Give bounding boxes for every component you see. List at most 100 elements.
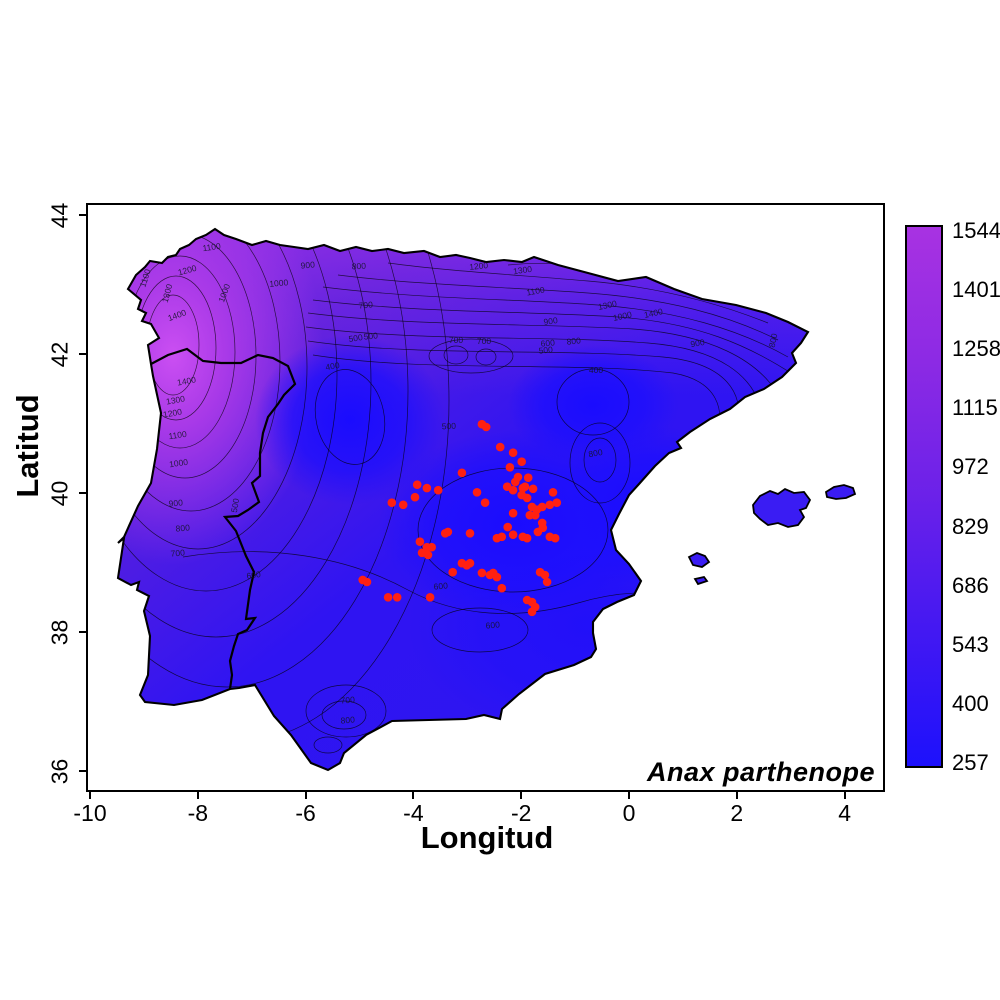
occurrence-point bbox=[508, 485, 518, 495]
occurrence-point bbox=[412, 480, 422, 490]
color-scale-tick-label: 257 bbox=[952, 750, 989, 775]
occurrence-point bbox=[465, 558, 475, 568]
contour-level-label: 1000 bbox=[169, 457, 189, 470]
contour-labels: 1100 1200 1100 1300 1400 1000 1000 900 800 700 500… bbox=[138, 241, 780, 726]
contour-level-label: 700 bbox=[340, 694, 355, 705]
contour-level-label: 500 bbox=[441, 421, 456, 432]
occurrence-point bbox=[522, 493, 532, 503]
occurrence-point bbox=[545, 500, 555, 510]
occurrence-point bbox=[443, 527, 453, 537]
occurrence-point bbox=[392, 593, 402, 602]
contour-level-label: 500 bbox=[348, 332, 364, 344]
contour-level-label: 500 bbox=[229, 497, 241, 513]
occurrence-point bbox=[537, 502, 547, 512]
x-tick-mark bbox=[520, 791, 523, 799]
occurrence-point bbox=[540, 570, 550, 580]
occurrence-point bbox=[508, 448, 518, 457]
occurrence-point bbox=[552, 498, 562, 508]
contour-level-label: 900 bbox=[300, 259, 315, 270]
occurrence-point bbox=[383, 593, 393, 602]
occurrence-point bbox=[422, 483, 432, 493]
occurrence-point bbox=[398, 500, 408, 510]
occurrence-point bbox=[550, 533, 560, 543]
x-tick-mark bbox=[412, 791, 415, 799]
contour-level-label: 900 bbox=[168, 497, 183, 508]
contour-level-label: 1300 bbox=[160, 283, 175, 304]
y-tick-label: 36 bbox=[46, 758, 73, 785]
contour-level-label: 900 bbox=[690, 337, 706, 349]
occurrence-point bbox=[415, 537, 425, 546]
contour-level-label: 1200 bbox=[162, 406, 183, 419]
contour-level-label: 600 bbox=[540, 337, 555, 348]
contour-level-label: 1400 bbox=[176, 374, 197, 387]
contour-level-label: 1300 bbox=[597, 298, 618, 312]
occurrence-point bbox=[457, 468, 467, 478]
y-tick-label: 38 bbox=[46, 619, 73, 646]
occurrence-point bbox=[523, 473, 533, 483]
y-axis-title: Latitud bbox=[10, 394, 45, 498]
occurrence-point bbox=[427, 542, 437, 552]
species-annotation: Anax parthenope bbox=[646, 757, 875, 787]
occurrence-point bbox=[423, 550, 433, 560]
occurrence-point bbox=[497, 532, 507, 542]
x-tick-label: -4 bbox=[403, 800, 424, 826]
contour-level-label: 800 bbox=[767, 332, 780, 348]
contour-level-label: 600 bbox=[246, 569, 262, 581]
contour-level-label: 400 bbox=[325, 360, 341, 372]
x-tick-label: -8 bbox=[187, 800, 209, 826]
color-scale-tick-label: 1115 bbox=[952, 395, 998, 421]
color-scale-tick-label: 686 bbox=[952, 572, 989, 598]
x-tick-mark bbox=[735, 791, 738, 799]
occurrence-point bbox=[448, 567, 458, 577]
contour-level-label: 1100 bbox=[168, 429, 188, 441]
y-tick-label: 40 bbox=[46, 480, 73, 507]
occurrence-point bbox=[533, 527, 543, 537]
contour-level-label: 1300 bbox=[513, 264, 533, 277]
color-scale-tick-label: 1258 bbox=[952, 336, 1000, 362]
occurrence-point bbox=[497, 583, 507, 593]
occurrence-point bbox=[492, 572, 502, 582]
color-scale-tick-label: 1401 bbox=[952, 277, 1000, 303]
occurrence-point bbox=[425, 593, 435, 602]
coastline-path bbox=[116, 227, 810, 772]
occurrence-point bbox=[505, 463, 515, 472]
contour-level-label: 500 bbox=[538, 344, 553, 355]
contour-level-label: 600 bbox=[433, 580, 448, 591]
balearic-islands bbox=[687, 484, 857, 586]
y-tick-mark bbox=[79, 492, 88, 494]
y-tick-mark bbox=[79, 770, 88, 772]
occurrence-point bbox=[508, 508, 518, 518]
x-axis-title: Longitud bbox=[420, 820, 554, 855]
iberia-map: 1100 1200 1100 1300 1400 1000 1000 900 800 700 500… bbox=[116, 227, 857, 772]
menorca-island bbox=[824, 484, 857, 500]
occurrence-point bbox=[528, 484, 538, 494]
contour-level-label: 1400 bbox=[643, 306, 664, 320]
y-tick-label: 44 bbox=[46, 202, 73, 229]
portugal-spain-border bbox=[150, 347, 297, 690]
occurrence-point bbox=[527, 607, 537, 617]
occurrence-point bbox=[508, 530, 518, 539]
contour-level-label: 700 bbox=[449, 335, 463, 345]
color-scale-tick-label: 829 bbox=[952, 513, 989, 539]
y-tick-mark bbox=[79, 631, 88, 633]
x-tick-label: 4 bbox=[838, 800, 851, 826]
contour-level-label: 700 bbox=[477, 336, 491, 346]
x-tick-mark bbox=[843, 791, 846, 799]
ibiza-island bbox=[687, 552, 711, 568]
contour-level-label: 1100 bbox=[202, 241, 222, 253]
occurrence-point bbox=[517, 457, 526, 466]
x-tick-label: 0 bbox=[622, 800, 636, 826]
contour-level-label: 1100 bbox=[526, 284, 546, 297]
occurrence-point bbox=[387, 498, 397, 508]
x-tick-mark bbox=[89, 791, 91, 799]
occurrence-point bbox=[410, 492, 420, 502]
x-tick-mark bbox=[196, 791, 199, 799]
y-tick-mark bbox=[79, 353, 88, 355]
occurrence-point bbox=[542, 577, 552, 587]
color-scale-tick-label: 1544 bbox=[952, 218, 1000, 243]
color-scale-bar bbox=[905, 225, 943, 768]
color-scale-tick-label: 400 bbox=[952, 690, 989, 716]
contour-level-label: 800 bbox=[566, 335, 581, 346]
contour-level-label: 1200 bbox=[177, 263, 198, 278]
